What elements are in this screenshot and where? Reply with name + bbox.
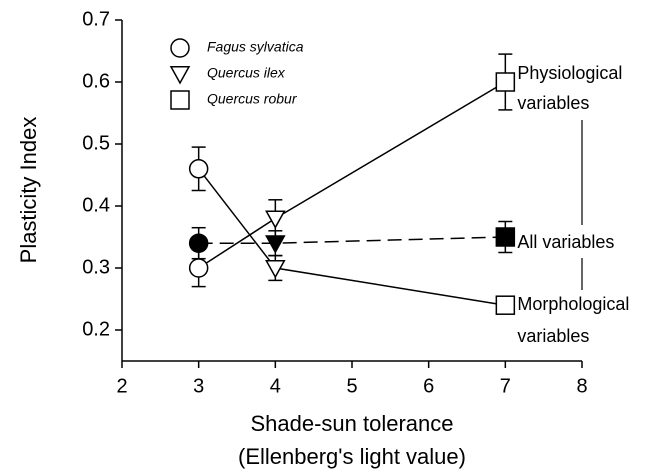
data-point — [265, 235, 286, 254]
y-tick-label: 0.3 — [82, 256, 110, 278]
series-label: All variables — [517, 232, 614, 252]
x-tick-label: 7 — [500, 375, 511, 397]
data-point — [188, 159, 209, 179]
x-axis-label: (Ellenberg's light value) — [238, 444, 466, 469]
data-point — [265, 260, 286, 279]
legend-marker — [169, 66, 191, 85]
x-tick-label: 6 — [423, 375, 434, 397]
data-point — [495, 227, 516, 247]
legend-text: Fagus sylvatica — [207, 39, 304, 55]
data-point — [188, 233, 209, 253]
legend-text: Quercus ilex — [207, 65, 286, 81]
data-point — [188, 258, 209, 278]
data-point — [495, 72, 516, 92]
series-label-line: variables — [517, 326, 589, 346]
x-axis-label: Shade-sun tolerance — [250, 411, 453, 436]
x-tick-label: 8 — [576, 375, 587, 397]
legend-text: Quercus robur — [207, 91, 298, 107]
y-tick-label: 0.4 — [82, 194, 110, 216]
x-tick-label: 5 — [346, 375, 357, 397]
x-tick-label: 3 — [193, 375, 204, 397]
x-tick-label: 2 — [116, 375, 127, 397]
y-axis-label: Plasticity Index — [16, 117, 41, 264]
series-label-line: Physiological — [517, 63, 622, 83]
series-label: Morphological variables — [517, 294, 629, 346]
y-tick-label: 0.6 — [82, 70, 110, 92]
legend-marker — [170, 90, 190, 110]
legend-marker — [170, 38, 190, 58]
series-label: Physiological variables — [517, 63, 622, 113]
y-tick-label: 0.5 — [82, 132, 110, 154]
y-tick-label: 0.7 — [82, 8, 110, 30]
series-line — [198, 168, 506, 306]
series-line — [198, 81, 506, 269]
x-tick-label: 4 — [270, 375, 281, 397]
y-tick-label: 0.2 — [82, 318, 110, 340]
series-label-line: Morphological — [517, 294, 629, 314]
data-point — [265, 210, 286, 229]
data-point — [495, 295, 516, 315]
series-label-line: variables — [517, 93, 589, 113]
